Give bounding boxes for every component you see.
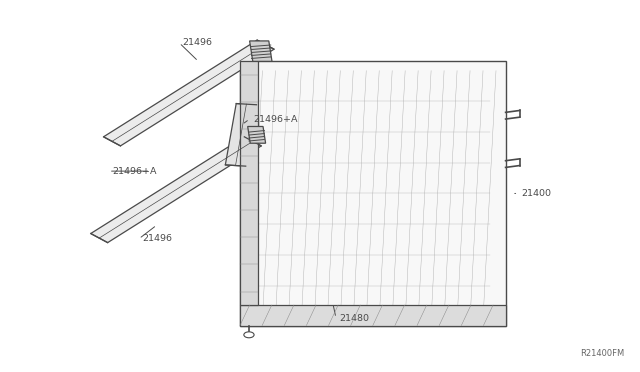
Polygon shape: [225, 103, 257, 166]
Text: 21400: 21400: [522, 189, 552, 198]
Text: 21496: 21496: [142, 234, 172, 243]
Text: 21496+A: 21496+A: [112, 167, 157, 176]
Polygon shape: [240, 61, 506, 326]
Text: R21400FM: R21400FM: [580, 349, 624, 358]
Polygon shape: [248, 126, 266, 143]
Text: 21480: 21480: [339, 314, 369, 323]
Text: 21496: 21496: [182, 38, 212, 47]
Polygon shape: [240, 305, 506, 326]
Text: 21496+A: 21496+A: [253, 115, 298, 124]
Polygon shape: [91, 137, 261, 243]
Polygon shape: [104, 40, 274, 146]
Polygon shape: [250, 41, 272, 61]
Circle shape: [244, 332, 254, 338]
Polygon shape: [240, 61, 258, 305]
